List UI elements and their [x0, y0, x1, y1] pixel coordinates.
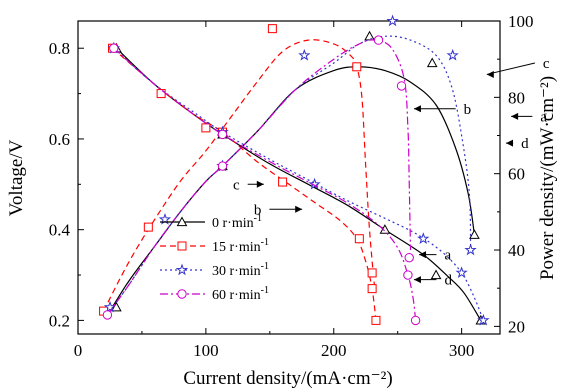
- power-line-15: [103, 39, 376, 312]
- power-point-60: [102, 310, 113, 320]
- power-point-15: [143, 222, 153, 232]
- voltage-point-60: [217, 129, 228, 140]
- annotation-label-a: a: [444, 248, 451, 264]
- annotation-label-d: d: [521, 136, 529, 152]
- annotation-label-b: b: [254, 202, 262, 218]
- voltage-point-60: [403, 270, 413, 280]
- power-line-60: [106, 39, 412, 316]
- voltage-point-30: [308, 177, 321, 190]
- power-line-0: [109, 66, 475, 312]
- voltage-point-60: [410, 315, 421, 326]
- power-point-60: [217, 161, 228, 171]
- legend-label-30: 30 r·min-1: [212, 261, 269, 279]
- legend: 0 r·min-1 15 r·min-1 30 r·min-1 60 r·min-1: [160, 213, 269, 303]
- power-point-60: [404, 252, 414, 263]
- y-right-tick-label: 80: [508, 88, 525, 107]
- power-point-15: [201, 123, 211, 133]
- annotation-label-c: c: [233, 177, 240, 193]
- x-tick-label: 0: [74, 341, 83, 360]
- voltage-point-30: [477, 313, 490, 326]
- voltage-point-0: [379, 224, 391, 234]
- legend-marker-0: [176, 216, 188, 227]
- legend-marker-30: [175, 263, 189, 276]
- legend-label-60: 60 r·min-1: [212, 285, 269, 303]
- x-tick-label: 300: [449, 341, 475, 360]
- annotation-arrow-head: [295, 205, 303, 213]
- legend-label-15: 15 r·min-1: [212, 237, 269, 255]
- power-point-60: [396, 81, 407, 91]
- power-point-60: [373, 35, 384, 45]
- power-point-30: [298, 48, 311, 61]
- series-layer: [99, 14, 490, 326]
- voltage-point-15: [354, 234, 364, 244]
- power-point-15: [267, 24, 277, 34]
- x-axis-label: Current density/(mA·cm⁻²): [183, 368, 392, 389]
- power-point-30: [464, 243, 477, 256]
- axis-ticks: [77, 20, 500, 334]
- power-point-15: [352, 62, 362, 72]
- voltage-point-15: [371, 315, 381, 325]
- x-tick-label: 100: [193, 341, 219, 360]
- y-right-tick-label: 20: [508, 317, 525, 336]
- annotation-label-b: b: [464, 102, 472, 118]
- power-point-0: [426, 57, 438, 68]
- y-right-tick-label: 100: [508, 12, 534, 31]
- series-0: [109, 30, 487, 325]
- legend-marker-15: [177, 241, 187, 251]
- voltage-point-15: [367, 284, 377, 294]
- y-left-tick-label: 0.4: [49, 221, 71, 240]
- voltage-point-15: [156, 89, 166, 99]
- plot-frame: [77, 20, 501, 335]
- power-point-30: [386, 14, 399, 27]
- annotation-arrow-head: [419, 251, 427, 259]
- power-point-15: [367, 268, 377, 278]
- voltage-point-30: [455, 266, 468, 279]
- legend-label-0: 0 r·min-1: [212, 213, 262, 231]
- annotation-label-c: c: [543, 56, 550, 72]
- power-point-0: [469, 229, 480, 239]
- power-point-0: [364, 30, 375, 41]
- y-axis-left-label: Voltage/V: [6, 139, 27, 216]
- voltage-line-15: [112, 47, 377, 321]
- annotation-label-a: a: [540, 109, 547, 125]
- power-line-30: [106, 35, 472, 316]
- y-right-tick-label: 60: [508, 165, 525, 184]
- y-left-tick-label: 0.2: [49, 311, 70, 330]
- annotation-arrow-head: [256, 180, 264, 188]
- power-point-0: [111, 301, 122, 312]
- voltage-point-15: [278, 177, 288, 187]
- tick-labels: 0 100 200 300 0.2 0.4 0.6 0.8 20 40 60 80 100: [49, 12, 534, 360]
- y-left-tick-label: 0.8: [49, 39, 70, 58]
- y-right-tick-label: 40: [508, 241, 525, 260]
- annotation-arrow-head: [413, 276, 421, 284]
- y-axis-right-label: Power density/(mW·cm⁻²): [537, 76, 558, 280]
- annotation-arrow-head: [506, 139, 513, 147]
- voltage-point-60: [109, 43, 119, 53]
- series-60: [102, 35, 421, 326]
- annotation-arrow-head: [511, 112, 519, 120]
- power-point-30: [446, 48, 459, 61]
- y-left-tick-label: 0.6: [49, 130, 70, 149]
- annotation-label-d: d: [444, 273, 452, 289]
- annotation-arrow-head: [413, 105, 421, 113]
- voltage-point-30: [417, 232, 430, 245]
- annotation-arrow-line: [486, 62, 536, 75]
- annotation-arrow-head: [486, 70, 494, 78]
- x-tick-label: 200: [321, 341, 347, 360]
- legend-marker-60: [177, 289, 187, 299]
- voltage-point-0: [430, 269, 442, 280]
